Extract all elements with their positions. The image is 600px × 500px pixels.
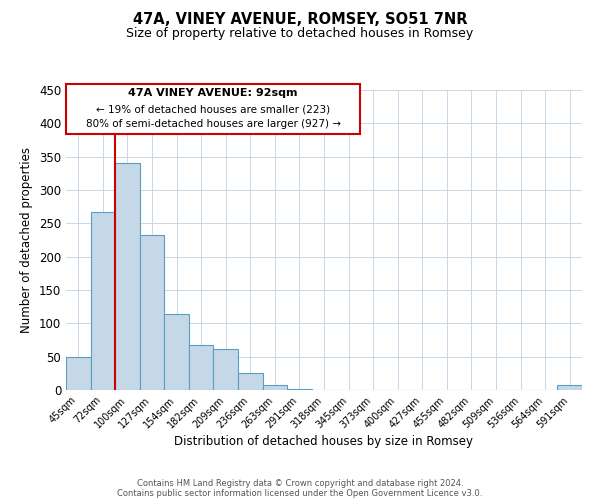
Bar bbox=[115, 164, 140, 390]
Text: Size of property relative to detached houses in Romsey: Size of property relative to detached ho… bbox=[127, 28, 473, 40]
X-axis label: Distribution of detached houses by size in Romsey: Distribution of detached houses by size … bbox=[175, 436, 473, 448]
Bar bbox=[164, 314, 189, 390]
Bar bbox=[238, 374, 263, 390]
Bar bbox=[189, 346, 214, 390]
Bar bbox=[287, 388, 312, 390]
Bar bbox=[91, 212, 115, 390]
Text: 47A VINEY AVENUE: 92sqm: 47A VINEY AVENUE: 92sqm bbox=[128, 88, 298, 98]
Bar bbox=[214, 348, 238, 390]
Text: Contains HM Land Registry data © Crown copyright and database right 2024.: Contains HM Land Registry data © Crown c… bbox=[137, 478, 463, 488]
Bar bbox=[263, 386, 287, 390]
Bar bbox=[557, 386, 582, 390]
Bar bbox=[66, 356, 91, 390]
Text: 47A, VINEY AVENUE, ROMSEY, SO51 7NR: 47A, VINEY AVENUE, ROMSEY, SO51 7NR bbox=[133, 12, 467, 28]
Y-axis label: Number of detached properties: Number of detached properties bbox=[20, 147, 34, 333]
Bar bbox=[140, 236, 164, 390]
Text: Contains public sector information licensed under the Open Government Licence v3: Contains public sector information licen… bbox=[118, 488, 482, 498]
Text: 80% of semi-detached houses are larger (927) →: 80% of semi-detached houses are larger (… bbox=[86, 119, 341, 129]
Text: ← 19% of detached houses are smaller (223): ← 19% of detached houses are smaller (22… bbox=[96, 104, 330, 114]
